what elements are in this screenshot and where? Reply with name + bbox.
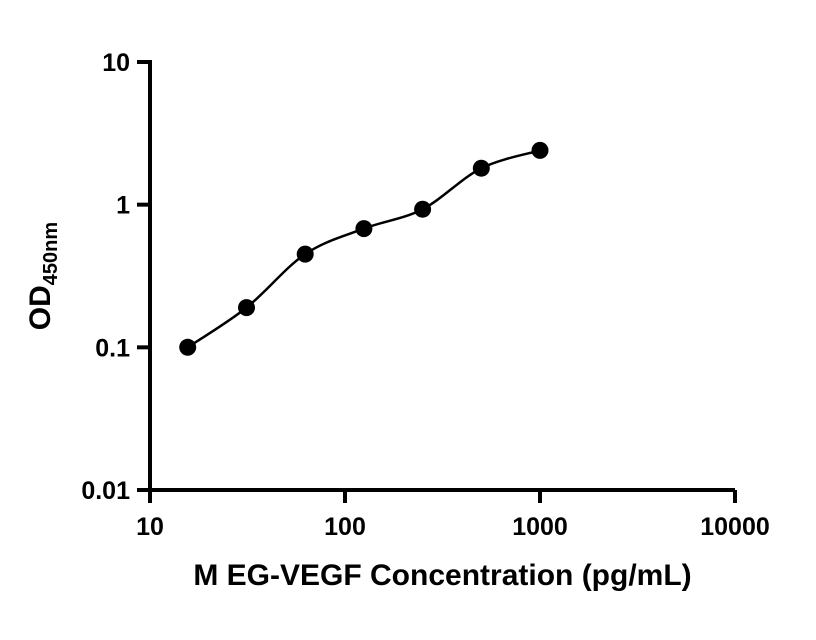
x-tick-label: 100 [324, 513, 366, 541]
data-point [179, 338, 197, 356]
x-tick-label: 10000 [700, 513, 770, 541]
x-axis-title: M EG-VEGF Concentration (pg/mL) [193, 559, 691, 592]
fit-curve [187, 149, 541, 349]
data-point [414, 200, 432, 218]
y-tick-label: 0.1 [95, 334, 130, 362]
data-point [355, 220, 373, 238]
data-point [238, 299, 255, 317]
y-tick-label: 10 [102, 49, 130, 77]
data-point [296, 245, 314, 263]
x-tick-label: 10 [136, 513, 164, 541]
data-point [531, 141, 549, 159]
y-tick-label: 0.01 [81, 477, 130, 505]
y-axis-title-main: OD [24, 285, 57, 330]
y-axis-title: OD450nm [24, 222, 62, 330]
y-axis-title-subscript: 450nm [40, 222, 62, 285]
y-tick-label: 1 [116, 192, 130, 220]
data-point [472, 159, 490, 177]
x-tick-label: 1000 [512, 513, 568, 541]
